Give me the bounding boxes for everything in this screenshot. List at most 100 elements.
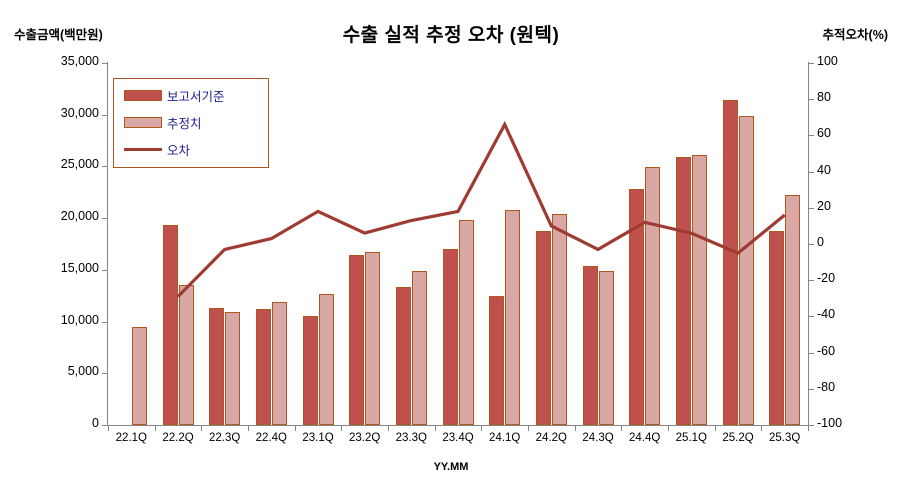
right-tick-label: 80 (817, 90, 831, 104)
right-tick-mark (809, 280, 814, 281)
left-tick-label: 0 (92, 416, 99, 430)
x-tick-label: 23.4Q (442, 432, 474, 444)
left-tick-label: 35,000 (60, 54, 99, 68)
chart-title: 수출 실적 추정 오차 (원텍) (342, 25, 560, 46)
x-tick-label: 22.2Q (162, 432, 194, 444)
x-tick-label: 23.3Q (395, 432, 427, 444)
bar-actual (769, 231, 784, 425)
x-tick-mark (528, 425, 529, 431)
legend-label-actual: 보고서기준 (167, 89, 225, 104)
x-tick-mark (761, 425, 762, 431)
right-tick-mark (809, 172, 814, 173)
left-axis-line (107, 62, 108, 426)
x-tick-label: 22.4Q (255, 432, 287, 444)
bar-actual (443, 249, 458, 425)
bar-estimate (459, 220, 474, 425)
bar-estimate (319, 294, 334, 425)
bar-estimate (132, 327, 147, 425)
x-tick-mark (621, 425, 622, 431)
bar-estimate (272, 302, 287, 425)
bar-estimate (365, 252, 380, 425)
bar-estimate (645, 167, 660, 425)
left-tick-mark (102, 270, 107, 271)
right-tick-label: 20 (817, 199, 831, 213)
bar-estimate (692, 155, 707, 425)
x-tick-mark (295, 425, 296, 431)
right-tick-mark (809, 425, 814, 426)
right-tick-mark (809, 389, 814, 390)
x-tick-label: 25.2Q (722, 432, 754, 444)
x-tick-mark (108, 425, 109, 431)
x-axis-title: YY.MM (433, 461, 469, 473)
x-tick-mark (575, 425, 576, 431)
left-tick-mark (102, 425, 107, 426)
bar-actual (256, 309, 271, 425)
x-tick-mark (715, 425, 716, 431)
left-tick-label: 25,000 (60, 157, 99, 171)
bar-actual (303, 316, 318, 425)
left-tick-label: 5,000 (67, 364, 99, 378)
right-tick-label: -40 (817, 307, 836, 321)
legend-item-estimate: 추정치 (124, 112, 202, 132)
bar-estimate (552, 214, 567, 425)
bar-actual (396, 287, 411, 425)
left-tick-label: 20,000 (60, 209, 99, 223)
bar-estimate (599, 271, 614, 425)
bar-estimate (412, 271, 427, 425)
legend-swatch-estimate-icon (124, 116, 162, 128)
left-tick-label: 15,000 (60, 261, 99, 275)
right-tick-label: 0 (817, 235, 824, 249)
bar-actual (163, 225, 178, 425)
left-tick-mark (102, 373, 107, 374)
x-tick-label: 23.1Q (302, 432, 334, 444)
chart-legend: 보고서기준 추정치 오차 (113, 78, 269, 168)
left-tick-mark (102, 63, 107, 64)
x-tick-mark (201, 425, 202, 431)
left-tick-label: 10,000 (60, 313, 99, 327)
x-tick-mark (668, 425, 669, 431)
right-tick-mark (809, 99, 814, 100)
right-tick-mark (809, 63, 814, 64)
legend-label-estimate: 추정치 (167, 116, 202, 131)
bar-actual (583, 266, 598, 425)
right-tick-mark (809, 135, 814, 136)
x-axis-line (107, 425, 809, 426)
x-tick-label: 22.3Q (208, 432, 241, 444)
x-tick-mark (248, 425, 249, 431)
right-tick-label: 40 (817, 163, 831, 177)
bar-estimate (785, 195, 800, 425)
left-tick-mark (102, 115, 107, 116)
right-axis-line (808, 62, 809, 426)
x-tick-mark (481, 425, 482, 431)
legend-swatch-actual-icon (124, 89, 162, 101)
legend-label-error: 오차 (167, 143, 191, 158)
x-tick-label: 24.2Q (535, 432, 567, 444)
x-tick-label: 25.1Q (675, 432, 707, 444)
bar-actual (723, 100, 738, 425)
legend-item-error: 오차 (124, 139, 190, 159)
right-tick-mark (809, 353, 814, 354)
left-tick-mark (102, 218, 107, 219)
right-tick-mark (809, 208, 814, 209)
left-axis-title: 수출금액(백만원) (14, 28, 103, 42)
right-tick-label: -100 (817, 416, 843, 430)
right-tick-mark (809, 244, 814, 245)
bar-estimate (739, 116, 754, 425)
bar-actual (209, 308, 224, 425)
right-tick-mark (809, 316, 814, 317)
left-tick-mark (102, 322, 107, 323)
x-tick-mark (155, 425, 156, 431)
bar-actual (489, 296, 504, 425)
bar-actual (349, 255, 364, 425)
bar-estimate (179, 285, 194, 425)
x-tick-label: 23.2Q (348, 432, 381, 444)
right-tick-label: -80 (817, 380, 836, 394)
right-tick-label: -60 (817, 344, 836, 358)
x-tick-mark (808, 425, 809, 431)
x-tick-mark (388, 425, 389, 431)
right-axis-title: 추적오차(%) (822, 28, 888, 42)
legend-swatch-error-icon (124, 147, 162, 151)
left-tick-label: 30,000 (60, 106, 99, 120)
bar-estimate (225, 312, 240, 425)
